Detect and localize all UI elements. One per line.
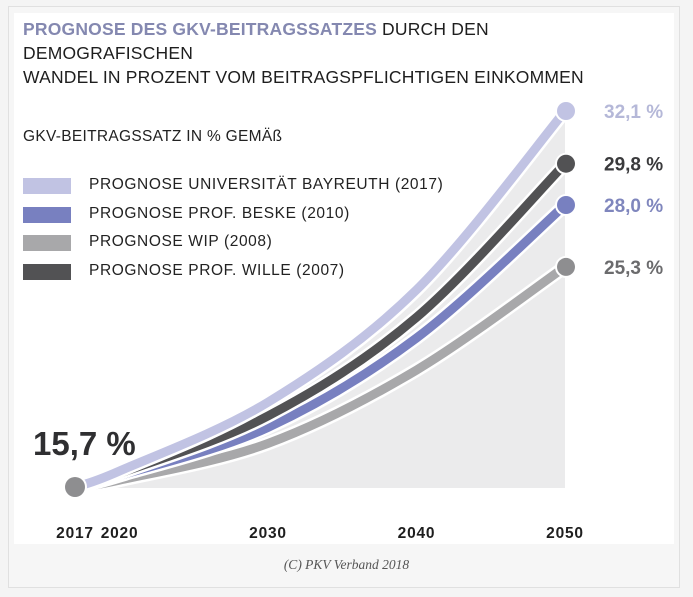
legend-title: GKV-BEITRAGSSATZ IN % GEMÄß [23, 128, 283, 145]
end-point [557, 257, 575, 276]
end-value-label: 29,8 % [604, 155, 663, 176]
start-point [65, 477, 85, 497]
x-tick-label: 2030 [249, 525, 287, 542]
x-tick-label: 2017 [56, 525, 94, 542]
legend-label: PROGNOSE PROF. BESKE (2010) [89, 204, 350, 222]
background-area [75, 111, 565, 488]
legend-label: PROGNOSE UNIVERSITÄT BAYREUTH (2017) [89, 176, 444, 193]
legend-swatch [23, 235, 71, 252]
x-tick-label: 2040 [398, 525, 436, 542]
start-value-label: 15,7 % [33, 425, 136, 462]
chart-title-rest: DURCH DEN DEMOGRAFISCHEN [23, 19, 489, 63]
legend-swatch [23, 178, 71, 194]
end-point [557, 102, 575, 120]
end-point [557, 154, 575, 173]
end-value-label: 28,0 % [604, 196, 663, 217]
legend-swatch [23, 264, 71, 281]
end-value-label: 25,3 % [604, 258, 663, 279]
legend-label: PROGNOSE PROF. WILLE (2007) [89, 262, 345, 280]
series-line [73, 108, 569, 492]
chart-title: PROGNOSE DES GKV-BEITRAGSSATZES DURCH DE… [23, 17, 663, 89]
chart-title-accent: PROGNOSE DES GKV-BEITRAGSSATZES [23, 19, 377, 39]
x-tick-label: 2020 [101, 525, 139, 542]
copyright-caption: (C) PKV Verband 2018 [283, 557, 410, 572]
legend-swatch [23, 206, 71, 223]
end-point [557, 196, 575, 214]
chart-title-line2: WANDEL IN PROZENT VOM BEITRAGSPFLICHTIGE… [23, 67, 584, 87]
x-tick-label: 2050 [546, 525, 584, 542]
legend-label: PROGNOSE WIP (2008) [89, 233, 273, 251]
end-value-label: 32,1 % [604, 102, 663, 123]
